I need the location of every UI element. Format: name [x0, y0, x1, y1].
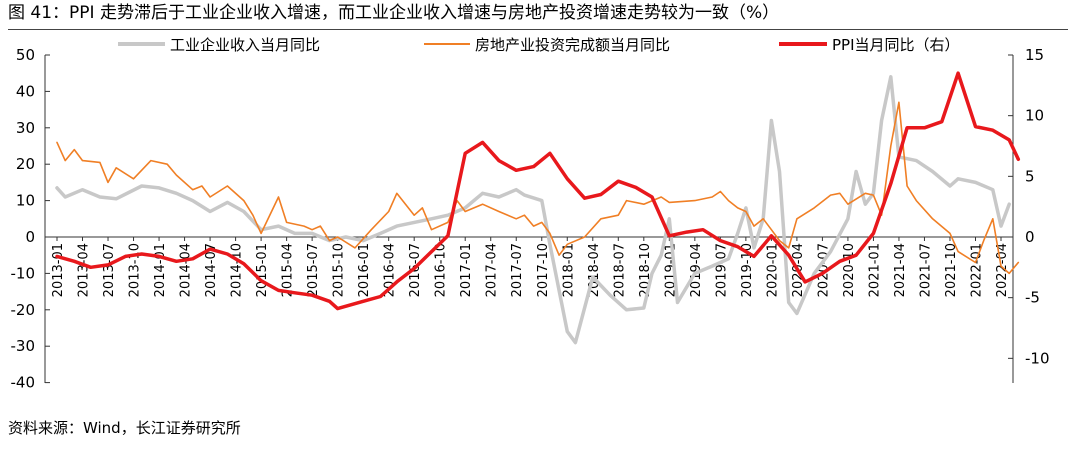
left-tick-label: -40 — [11, 374, 36, 392]
x-tick-label: 2015-01 — [255, 243, 270, 297]
legend-label-2: 房地产业投资完成额当月同比 — [475, 36, 670, 54]
chart-title-text: 图 41：PPI 走势滞后于工业企业收入增速，而工业企业收入增速与房地产投资增速… — [8, 3, 780, 23]
x-tick-label: 2014-10 — [230, 243, 245, 297]
left-tick-label: 40 — [16, 82, 35, 100]
right-tick-label: 5 — [1025, 167, 1035, 185]
x-tick-label: 2022-04 — [995, 243, 1010, 297]
x-tick-label: 2021-07 — [918, 243, 933, 297]
left-tick-label: 10 — [16, 192, 35, 210]
chart-title: 图 41：PPI 走势滞后于工业企业收入增速，而工业企业收入增速与房地产投资增速… — [8, 2, 1068, 30]
x-tick-label: 2022-01 — [969, 243, 984, 297]
x-tick-label: 2014-07 — [204, 243, 219, 297]
legend: 工业企业收入当月同比 房地产业投资完成额当月同比 PPI当月同比（右） — [118, 36, 960, 54]
right-tick-label: -5 — [1025, 289, 1040, 307]
x-tick-label: 2017-01 — [459, 243, 474, 297]
x-tick-label: 2016-07 — [408, 243, 423, 297]
x-tick-label: 2016-10 — [434, 243, 449, 297]
x-tick-label: 2020-10 — [842, 243, 857, 297]
series-lines — [55, 71, 1021, 345]
x-tick-label: 2021-10 — [944, 243, 959, 297]
left-tick-label: -20 — [11, 301, 36, 319]
title-rule — [8, 29, 1068, 30]
chart-source: 资料来源：Wind，长江证券研究所 — [8, 419, 241, 437]
x-tick-label: 2013-07 — [102, 243, 117, 297]
left-tick-label: 0 — [25, 228, 35, 246]
series-line-1 — [55, 75, 1011, 345]
x-tick-label: 2017-04 — [485, 243, 500, 297]
series-line-2 — [56, 101, 1020, 275]
x-tick-label: 2018-10 — [638, 243, 653, 297]
x-tick-label: 2018-01 — [561, 243, 576, 297]
x-tick-label: 2019-04 — [689, 243, 704, 297]
x-tick-label: 2013-10 — [128, 243, 143, 297]
left-tick-label: 50 — [16, 46, 35, 64]
left-tick-label: 30 — [16, 119, 35, 137]
legend-label-3: PPI当月同比（右） — [832, 36, 960, 54]
x-tick-label: 2017-10 — [536, 243, 551, 297]
x-tick-label: 2018-07 — [612, 243, 627, 297]
x-tick-label: 2015-07 — [306, 243, 321, 297]
series-line-3 — [55, 71, 1021, 311]
x-tick-label: 2013-01 — [51, 243, 66, 297]
x-tick-label: 2016-01 — [357, 243, 372, 297]
x-tick-label: 2013-04 — [77, 243, 92, 297]
x-tick-label: 2019-07 — [714, 243, 729, 297]
x-tick-label: 2015-10 — [332, 243, 347, 297]
x-tick-label: 2020-01 — [765, 243, 780, 297]
x-tick-label: 2021-04 — [893, 243, 908, 297]
x-tick-label: 2015-04 — [281, 243, 296, 297]
x-tick-label: 2017-07 — [510, 243, 525, 297]
left-tick-label: 20 — [16, 155, 35, 173]
left-tick-label: -30 — [11, 337, 36, 355]
x-tick-label: 2014-01 — [153, 243, 168, 297]
legend-label-1: 工业企业收入当月同比 — [170, 36, 320, 54]
left-tick-label: -10 — [11, 264, 36, 282]
right-tick-label: -10 — [1025, 349, 1050, 367]
right-tick-label: 0 — [1025, 228, 1035, 246]
right-tick-label: 15 — [1025, 46, 1044, 64]
right-tick-label: 10 — [1025, 107, 1044, 125]
x-tick-label: 2014-04 — [179, 243, 194, 297]
x-tick-label: 2021-01 — [867, 243, 882, 297]
axes: 50403020100-10-20-30-40151050-5-102013-0… — [11, 46, 1050, 392]
